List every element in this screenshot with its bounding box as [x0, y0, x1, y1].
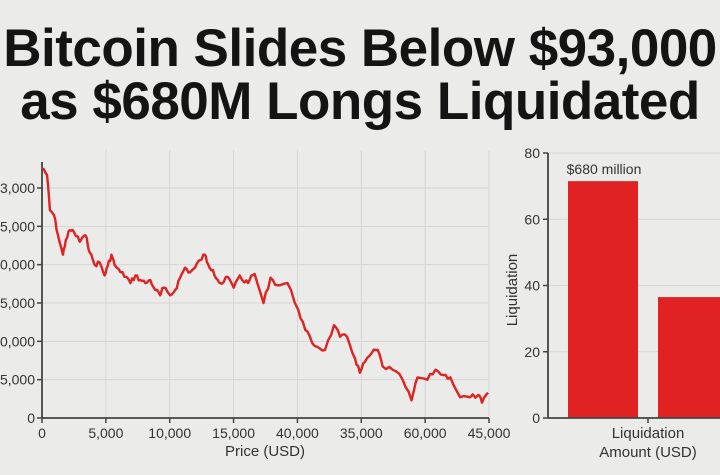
x-tick-label: 0: [38, 425, 46, 441]
bar-annotation: $680 million: [567, 161, 642, 177]
bar: [568, 181, 638, 418]
x-tick-label: 40,000: [276, 425, 319, 441]
bar-chart-xlabel-line2: Amount (USD): [599, 444, 697, 461]
y-tick-label: 3,000: [0, 180, 35, 196]
y-tick-label: 5,000: [0, 372, 35, 388]
x-tick-label: 10,000: [148, 425, 191, 441]
x-tick-label: 60,000: [404, 425, 447, 441]
bar-y-tick-label: 80: [524, 145, 540, 161]
bar-y-tick-label: 0: [532, 410, 540, 426]
headline-line-1: Bitcoin Slides Below $93,000: [3, 19, 717, 78]
x-tick-label: 45,000: [468, 425, 511, 441]
price-line-chart: 0 5,000 10,000 15,000 40,000 35,000 60,000 45,0…: [0, 150, 511, 441]
y-tick-label: 0,000: [0, 333, 35, 349]
y-tick-label: 5,000: [0, 218, 35, 234]
bar-chart-ylabel: Liquidation: [504, 254, 521, 327]
bar-y-tick-label: 60: [524, 211, 540, 227]
x-tick-label: 15,000: [212, 425, 255, 441]
y-tick-label: 0,000: [0, 257, 35, 273]
x-tick-label: 35,000: [340, 425, 383, 441]
x-tick-label: 5,000: [88, 425, 123, 441]
price-series-line: [41, 167, 489, 404]
y-tick-label: 0: [27, 410, 35, 426]
bar: [658, 297, 720, 418]
bar-chart-xlabel-line1: Liquidation: [612, 425, 685, 442]
line-chart-xlabel: Price (USD): [225, 443, 305, 460]
liquidation-bar-chart: 0 20 40 60 80: [524, 145, 720, 426]
headline-line-2: as $680M Longs Liquidated: [20, 72, 700, 131]
bar-y-tick-label: 20: [524, 344, 540, 360]
bar-y-tick-label: 40: [524, 278, 540, 294]
y-tick-label: 5,000: [0, 295, 35, 311]
